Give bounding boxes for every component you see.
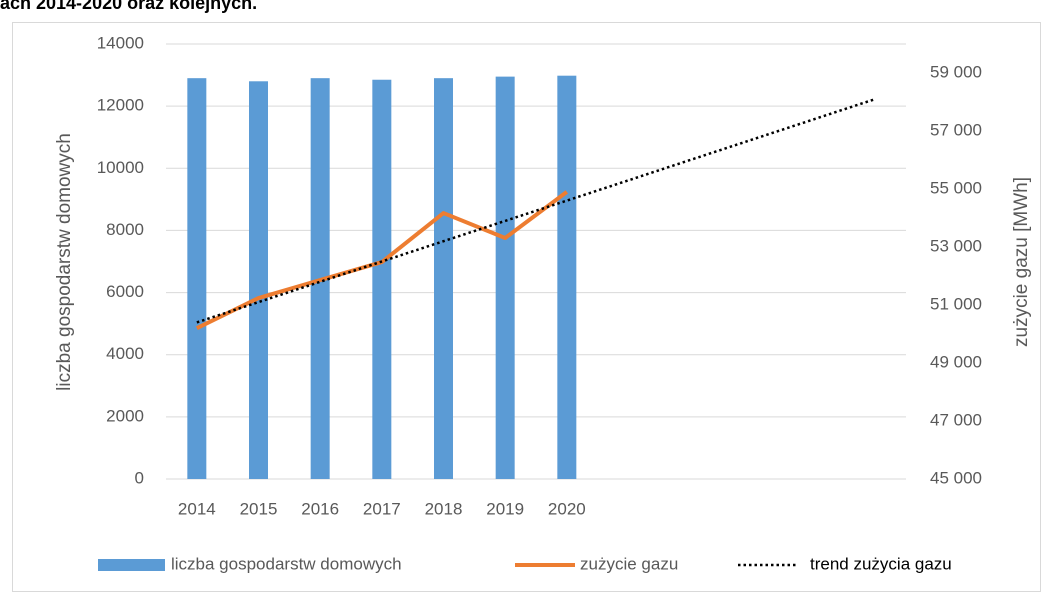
x-tick-label: 2015 [240, 499, 278, 518]
y2-tick-label: 53 000 [930, 236, 982, 255]
chart-frame [12, 22, 1041, 592]
y-tick-label: 14000 [97, 33, 144, 52]
legend-label: zużycie gazu [580, 554, 678, 573]
y-tick-label: 6000 [106, 282, 144, 301]
line [196, 97, 876, 324]
bar [495, 76, 515, 479]
y-axis-title: liczba gospodarstw domowych [54, 133, 75, 391]
y2-axis-title: zużycie gazu [MWh] [1011, 177, 1032, 347]
y-tick-label: 12000 [97, 96, 144, 115]
legend-label: liczba gospodarstw domowych [171, 554, 402, 573]
y2-tick-label: 59 000 [930, 62, 982, 81]
x-tick-label: 2020 [548, 499, 586, 518]
x-tick-label: 2017 [363, 499, 401, 518]
x-tick-label: 2016 [301, 499, 339, 518]
bar [434, 78, 453, 479]
y-tick-label: 2000 [106, 406, 144, 425]
y2-tick-label: 57 000 [930, 120, 982, 139]
y2-tick-label: 49 000 [930, 352, 982, 371]
y-tick-label: 0 [135, 468, 144, 487]
y-tick-label: 8000 [106, 220, 144, 239]
bar [557, 75, 577, 479]
legend-swatch [98, 559, 165, 571]
y-tick-label: 4000 [106, 344, 144, 363]
x-tick-label: 2018 [425, 499, 463, 518]
y2-tick-label: 47 000 [930, 410, 982, 429]
bar [187, 78, 207, 479]
y-tick-label: 10000 [97, 158, 144, 177]
chart-title: ach 2014-2020 oraz kolejnych. [0, 0, 257, 13]
legend-label: trend zużycia gazu [810, 554, 952, 573]
y2-tick-label: 55 000 [930, 178, 982, 197]
y2-tick-label: 45 000 [930, 468, 982, 487]
x-tick-label: 2019 [486, 499, 524, 518]
y2-tick-label: 51 000 [930, 294, 982, 313]
x-tick-label: 2014 [178, 499, 216, 518]
bar [372, 79, 392, 479]
bar [249, 81, 268, 480]
